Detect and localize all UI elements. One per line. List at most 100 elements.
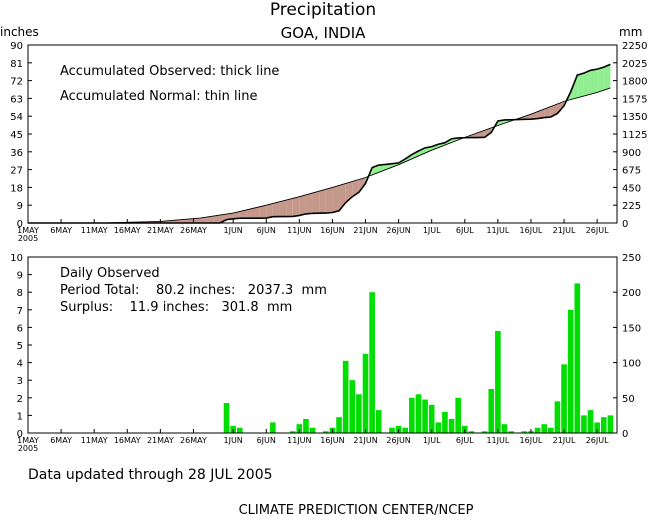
x-tick-label: 16JUN — [320, 436, 344, 445]
x-tick-label: 26MAY — [180, 436, 207, 445]
x-tick-label: 1JUL — [423, 226, 441, 235]
x-tick-label: 6JUN — [257, 436, 276, 445]
daily-bar — [449, 419, 455, 433]
y-tick-label-right: 225 — [622, 201, 641, 212]
x-tick-label: 21MAY — [147, 226, 174, 235]
daily-bar — [389, 428, 395, 433]
x-tick-label: 11MAY — [81, 436, 108, 445]
daily-bar — [568, 310, 574, 433]
y-tick-label-left: 81 — [10, 59, 23, 70]
daily-bar — [376, 410, 382, 433]
deficit-area — [306, 193, 313, 214]
y-tick-label-left: 45 — [10, 130, 23, 141]
daily-bar — [429, 405, 435, 433]
x-tick-label: 11JUL — [486, 226, 509, 235]
chart-subtitle: GOA, INDIA — [281, 24, 367, 42]
y-tick-label-left: 5 — [17, 341, 23, 352]
daily-bar — [349, 380, 355, 433]
surplus-area — [584, 70, 591, 96]
daily-bar — [574, 283, 580, 433]
y-tick-label-left: 7 — [17, 306, 23, 317]
y-tick-label-right: 0 — [622, 429, 628, 440]
daily-bar — [416, 394, 422, 433]
daily-bar — [455, 398, 461, 433]
deficit-area — [332, 185, 339, 212]
daily-bar — [561, 364, 567, 433]
y-tick-label-right: 250 — [622, 253, 641, 264]
daily-bar — [555, 401, 561, 433]
y-tick-label-left: 18 — [10, 183, 23, 194]
x-tick-label: 6JUL — [456, 436, 474, 445]
chart-title: Precipitation — [270, 0, 376, 20]
daily-bar — [363, 354, 369, 433]
x-tick-label: 21JUN — [353, 226, 377, 235]
deficit-area — [273, 202, 280, 217]
x-tick-year: 2005 — [18, 444, 38, 453]
x-tick-label: 6JUL — [456, 226, 474, 235]
daily-bar — [369, 292, 375, 433]
deficit-area — [266, 204, 273, 219]
x-tick-label: 21JUL — [553, 226, 576, 235]
x-tick-label: 21MAY — [147, 436, 174, 445]
deficit-area — [279, 200, 286, 217]
daily-bar — [402, 428, 408, 433]
daily-bar — [495, 331, 501, 433]
y-tick-label-left: 10 — [10, 253, 23, 264]
top-ylabel-left: inches — [0, 25, 39, 39]
x-tick-label: 26JUL — [586, 226, 609, 235]
y-tick-label-right: 450 — [622, 183, 641, 194]
x-tick-label: 11JUL — [486, 436, 509, 445]
daily-bar — [608, 415, 614, 433]
y-tick-label-right: 100 — [622, 359, 641, 370]
y-tick-label-right: 2250 — [622, 41, 647, 52]
y-tick-label-right: 50 — [622, 394, 635, 405]
x-tick-label: 16MAY — [114, 436, 141, 445]
daily-bar — [581, 415, 587, 433]
daily-bar — [336, 417, 342, 433]
daily-bar — [270, 422, 276, 433]
daily-bar — [548, 428, 554, 433]
daily-bar — [541, 424, 547, 433]
legend-normal: Accumulated Normal: thin line — [60, 89, 258, 104]
x-tick-label: 6JUN — [257, 226, 276, 235]
y-tick-label-left: 4 — [17, 359, 23, 370]
y-tick-label-left: 9 — [17, 271, 23, 282]
deficit-area — [286, 198, 293, 216]
x-tick-label: 6MAY — [50, 226, 72, 235]
credit-note: CLIMATE PREDICTION CENTER/NCEP — [239, 503, 474, 518]
y-tick-label-left: 27 — [10, 166, 23, 177]
daily-bar — [436, 422, 442, 433]
x-tick-label: 16JUL — [520, 226, 543, 235]
daily-observed-label: Daily Observed — [60, 266, 160, 281]
updated-note: Data updated through 28 JUL 2005 — [28, 467, 273, 483]
x-tick-label: 26JUN — [386, 436, 410, 445]
x-tick-label: 6MAY — [50, 436, 72, 445]
surplus-area — [591, 69, 598, 94]
daily-bar — [488, 389, 494, 433]
y-tick-label-left: 90 — [10, 41, 23, 52]
x-tick-label: 1JUN — [224, 226, 243, 235]
daily-bar — [237, 428, 243, 433]
y-tick-label-right: 1350 — [622, 112, 647, 123]
daily-bar — [588, 410, 594, 433]
deficit-area — [260, 205, 267, 218]
y-tick-label-right: 200 — [622, 288, 641, 299]
surplus-area — [604, 64, 611, 90]
x-tick-label: 26JUN — [386, 226, 410, 235]
daily-bar — [535, 428, 541, 433]
x-tick-year: 2005 — [18, 234, 38, 243]
y-tick-label-left: 63 — [10, 94, 23, 105]
period-total-label: Period Total: 80.2 inches: 2037.3 mm — [60, 283, 327, 298]
x-tick-label: 16JUL — [520, 436, 543, 445]
x-tick-label: 1JUN — [224, 436, 243, 445]
daily-bar — [310, 428, 316, 433]
y-tick-label-left: 3 — [17, 376, 23, 387]
deficit-area — [299, 195, 306, 216]
x-tick-label: 21JUN — [353, 436, 377, 445]
y-tick-label-left: 8 — [17, 288, 23, 299]
y-tick-label-right: 1575 — [622, 94, 647, 105]
daily-bar — [422, 400, 428, 433]
x-tick-label: 16JUN — [320, 226, 344, 235]
